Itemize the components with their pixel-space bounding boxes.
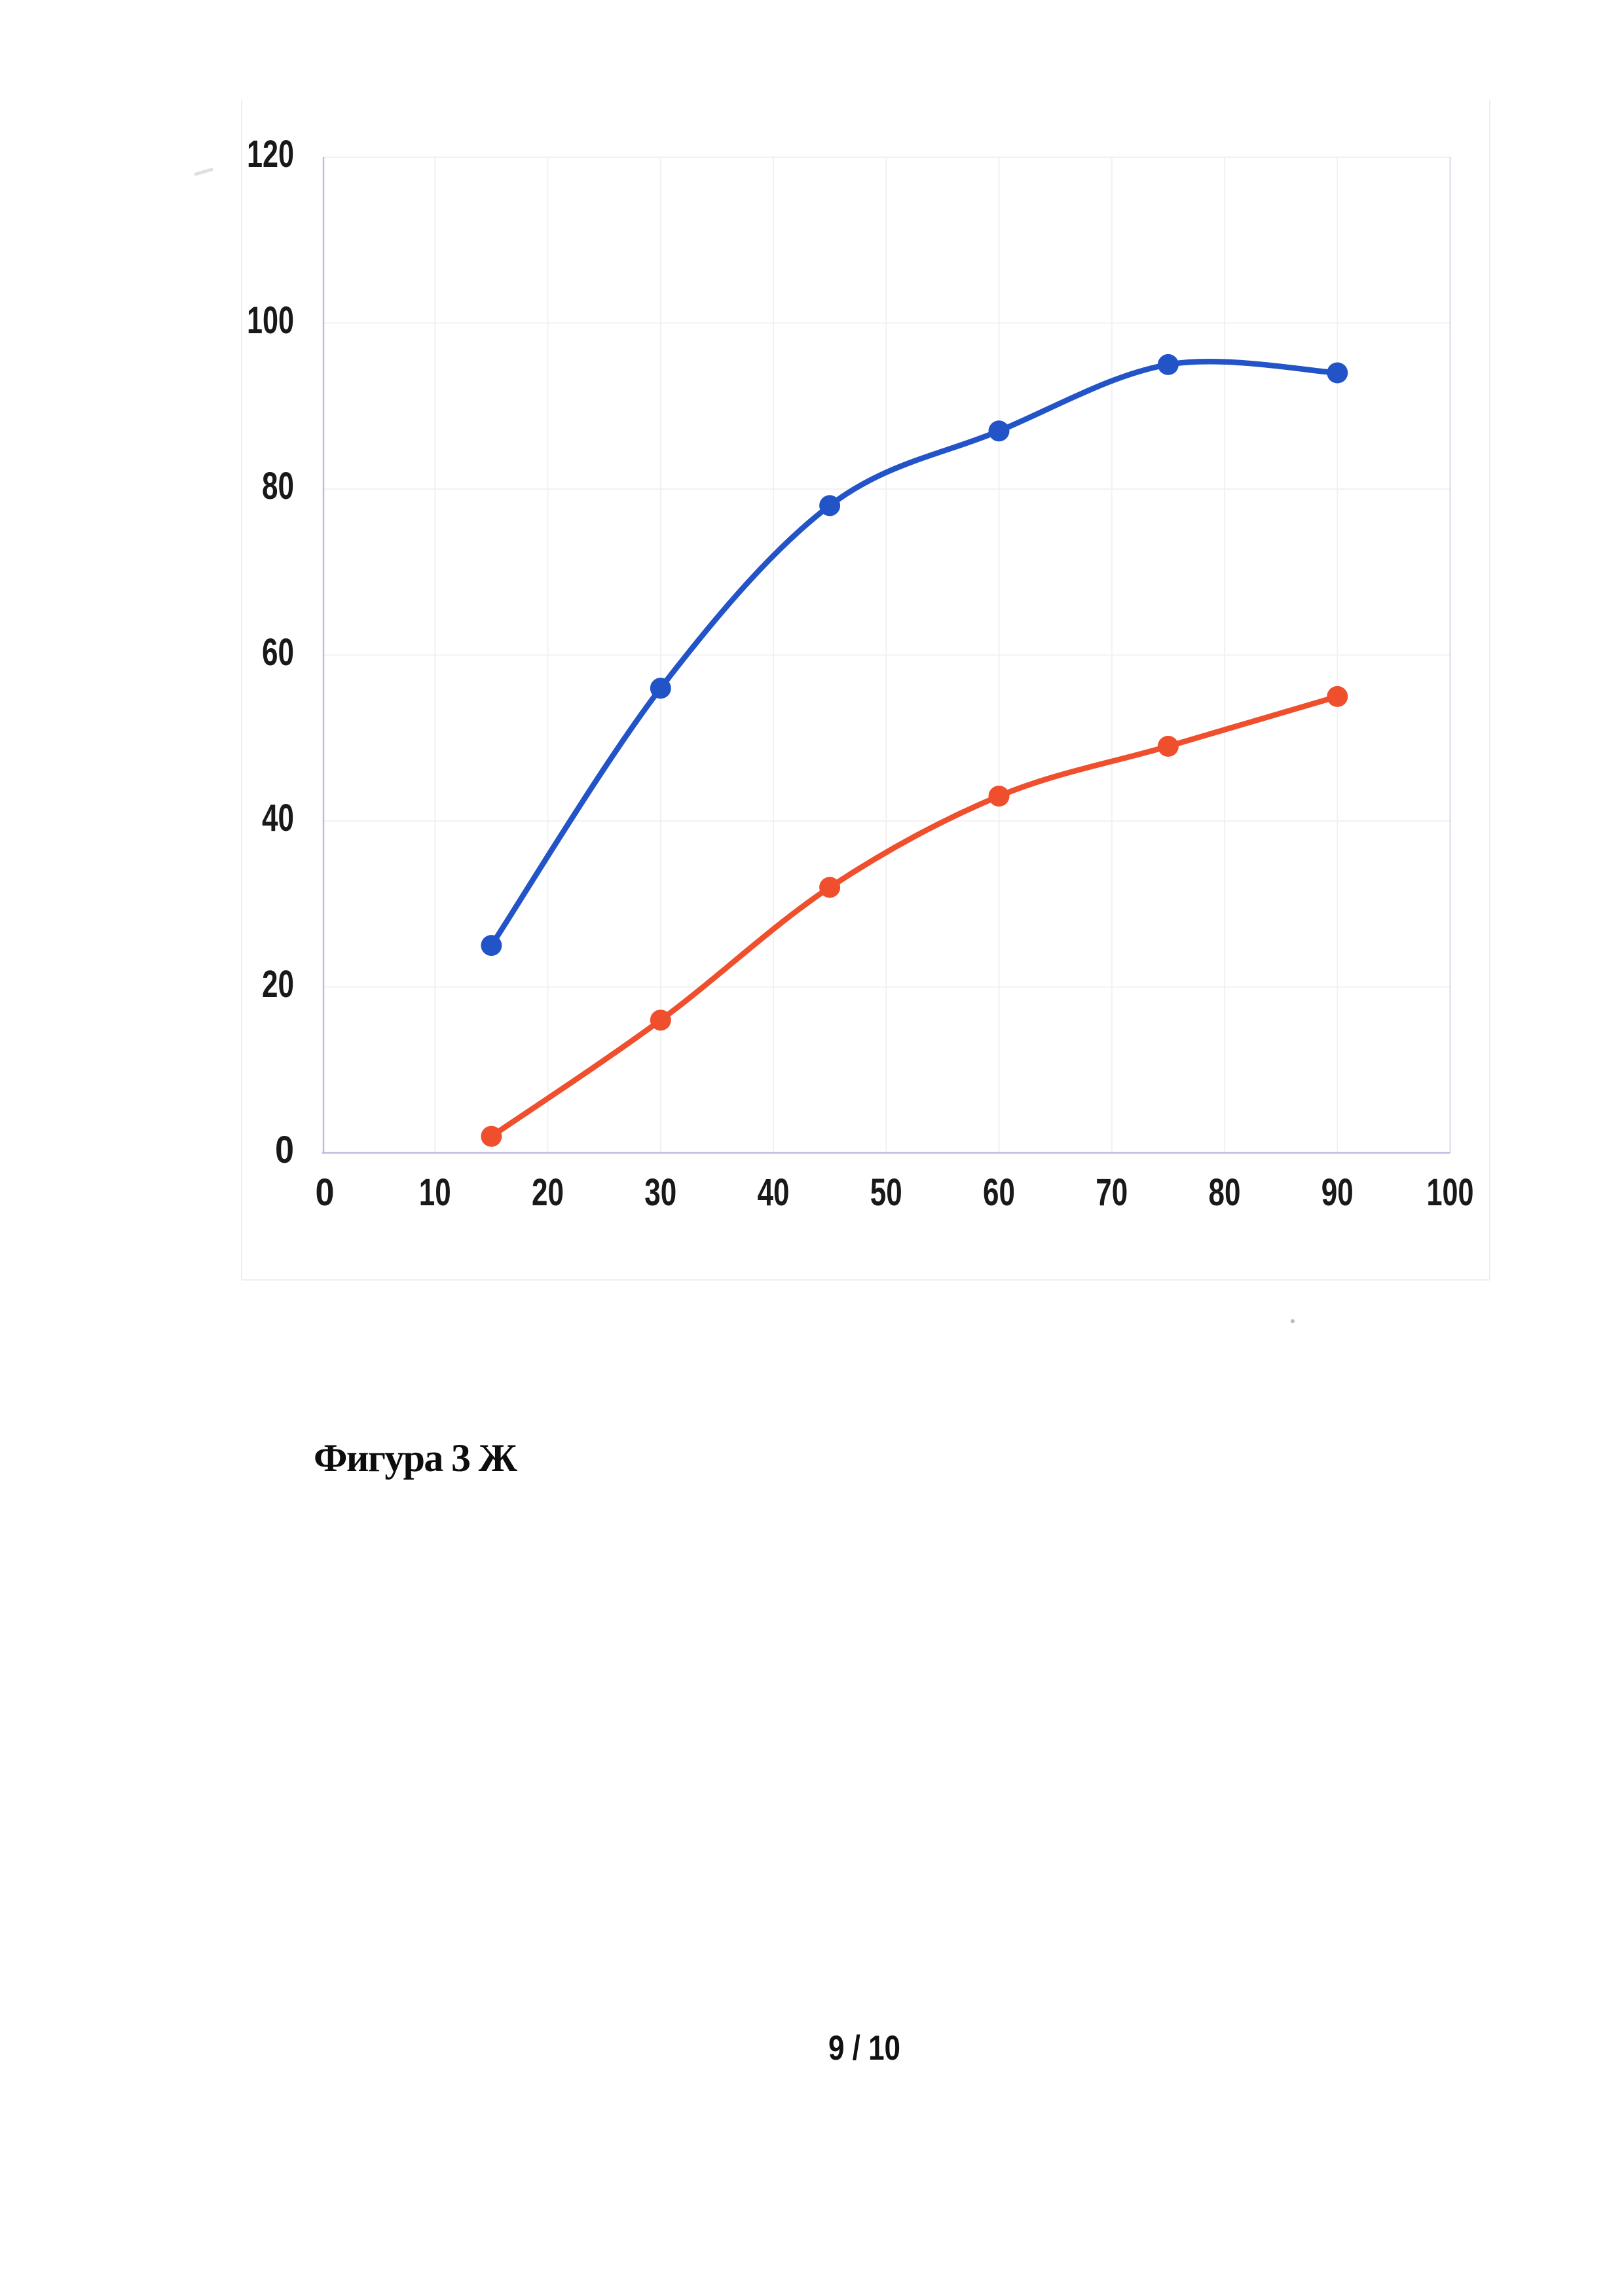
svg-text:0: 0 (316, 1171, 335, 1214)
svg-text:100: 100 (1427, 1171, 1474, 1214)
svg-text:60: 60 (262, 631, 294, 674)
svg-text:30: 30 (644, 1171, 676, 1214)
svg-text:90: 90 (1321, 1171, 1354, 1214)
svg-text:70: 70 (1096, 1171, 1128, 1214)
svg-text:120: 120 (247, 133, 294, 175)
svg-text:0: 0 (275, 1129, 294, 1171)
svg-text:20: 20 (262, 963, 294, 1006)
svg-text:80: 80 (262, 465, 294, 507)
svg-text:50: 50 (870, 1171, 902, 1214)
svg-text:Фигура 3 Ж: Фигура 3 Ж (314, 1436, 518, 1480)
svg-text:9 / 10: 9 / 10 (828, 2029, 900, 2068)
svg-text:40: 40 (758, 1171, 790, 1214)
svg-text:20: 20 (532, 1171, 564, 1214)
svg-text:40: 40 (262, 797, 294, 839)
svg-text:80: 80 (1209, 1171, 1241, 1214)
svg-text:10: 10 (419, 1171, 451, 1214)
svg-text:100: 100 (247, 299, 294, 342)
svg-text:60: 60 (983, 1171, 1015, 1214)
